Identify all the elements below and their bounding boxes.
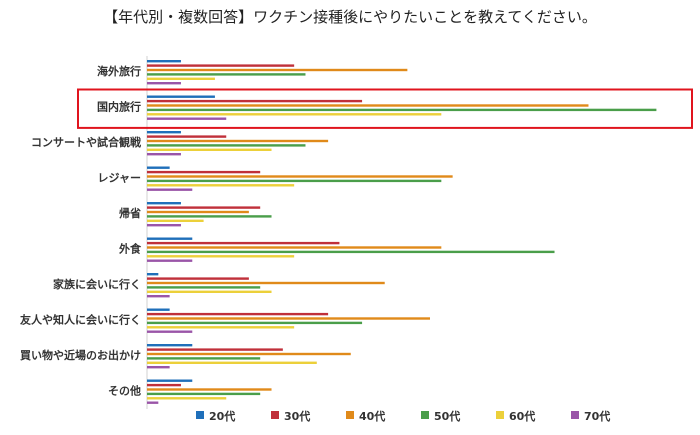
bar bbox=[147, 241, 340, 245]
chart-title: 【年代別・複数回答】ワクチン接種後にやりたいことを教えてください。 bbox=[103, 8, 597, 26]
bar bbox=[147, 392, 261, 396]
bar bbox=[147, 210, 249, 214]
bar bbox=[147, 64, 295, 67]
category-label: 外食 bbox=[118, 242, 142, 256]
legend-swatch bbox=[496, 411, 504, 419]
category-label: 家族に会いに行く bbox=[53, 277, 141, 291]
bar bbox=[147, 277, 249, 280]
bar bbox=[147, 401, 159, 404]
bar bbox=[147, 366, 170, 369]
bar bbox=[147, 104, 589, 107]
bar bbox=[147, 388, 272, 391]
bar bbox=[147, 219, 204, 222]
bar bbox=[147, 383, 181, 387]
category-label: レジャー bbox=[98, 172, 141, 185]
bar bbox=[147, 250, 555, 254]
category-label: 国内旅行 bbox=[97, 100, 141, 114]
bar bbox=[147, 357, 261, 360]
bar bbox=[147, 361, 317, 364]
bar bbox=[147, 166, 170, 169]
bar bbox=[147, 135, 227, 138]
bar bbox=[147, 344, 193, 347]
bar bbox=[147, 179, 442, 183]
bar bbox=[147, 131, 181, 134]
category-label: 海外旅行 bbox=[97, 64, 141, 78]
category-label: 帰省 bbox=[119, 206, 141, 220]
bar bbox=[147, 153, 181, 156]
legend-label: 30代 bbox=[284, 409, 310, 423]
bar bbox=[147, 206, 261, 209]
bar bbox=[147, 224, 181, 227]
legend-label: 60代 bbox=[509, 409, 535, 423]
bar bbox=[147, 68, 408, 72]
bar bbox=[147, 237, 193, 240]
bar bbox=[147, 312, 329, 316]
legend-label: 40代 bbox=[359, 409, 385, 423]
legend-label: 50代 bbox=[434, 409, 460, 423]
bar bbox=[147, 60, 181, 63]
bars-group bbox=[77, 56, 693, 409]
bar bbox=[147, 308, 170, 311]
bar bbox=[147, 95, 215, 98]
bar bbox=[147, 352, 351, 356]
bar bbox=[147, 326, 295, 329]
category-label: その他 bbox=[108, 384, 141, 398]
category-labels: 海外旅行国内旅行コンサートや試合観戦レジャー帰省外食家族に会いに行く友人や知人に… bbox=[20, 64, 142, 398]
bar bbox=[147, 379, 193, 382]
legend-swatch bbox=[271, 411, 279, 419]
bar bbox=[147, 397, 227, 400]
highlight-box bbox=[77, 88, 693, 129]
category-label: 友人や知人に会いに行く bbox=[20, 313, 141, 327]
bar bbox=[147, 281, 385, 285]
legend-swatch bbox=[196, 411, 204, 419]
legend-swatch bbox=[346, 411, 354, 419]
bar bbox=[147, 215, 272, 218]
bar bbox=[147, 117, 227, 120]
bar bbox=[147, 139, 329, 143]
bar bbox=[147, 170, 261, 174]
bar bbox=[147, 82, 181, 85]
bar bbox=[147, 273, 159, 276]
legend-label: 70代 bbox=[584, 409, 610, 423]
category-label: コンサートや試合観戦 bbox=[31, 135, 142, 149]
bar bbox=[147, 286, 261, 289]
bar bbox=[147, 290, 272, 293]
bar bbox=[147, 148, 272, 151]
bar bbox=[147, 321, 363, 325]
category-label: 買い物や近場のお出かけ bbox=[20, 348, 141, 362]
legend-swatch bbox=[421, 411, 429, 419]
bar bbox=[147, 246, 442, 249]
legend-swatch bbox=[571, 411, 579, 419]
bar bbox=[147, 317, 430, 320]
bar bbox=[147, 259, 193, 262]
legend-label: 20代 bbox=[209, 409, 235, 423]
legend: 20代 30代 40代 50代 60代 70代 bbox=[196, 409, 610, 423]
bar bbox=[147, 330, 193, 333]
bar bbox=[147, 175, 453, 178]
bar bbox=[147, 255, 295, 258]
bar bbox=[147, 188, 193, 191]
bar bbox=[147, 202, 181, 205]
bar bbox=[147, 99, 363, 103]
bar bbox=[147, 113, 442, 116]
bar bbox=[147, 108, 657, 112]
bar bbox=[147, 144, 306, 147]
bar bbox=[147, 348, 283, 351]
bar bbox=[147, 184, 295, 187]
bar bbox=[147, 295, 170, 298]
bar bbox=[147, 73, 306, 76]
bar bbox=[147, 77, 215, 80]
